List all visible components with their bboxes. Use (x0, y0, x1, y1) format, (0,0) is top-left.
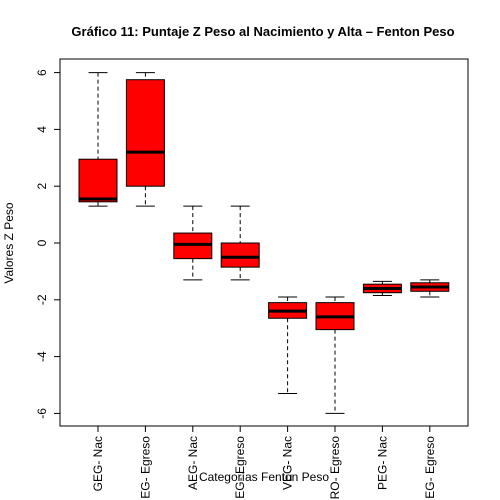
iqr-box (220, 242, 260, 268)
x-tick-label: GEG- Nac (91, 436, 105, 491)
boxes-group (78, 72, 450, 414)
iqr-box (125, 79, 165, 187)
chart-title: Gráfico 11: Puntaje Z Peso al Nacimiento… (71, 24, 454, 39)
iqr-box (78, 158, 118, 203)
y-tick-label: 4 (35, 126, 49, 133)
plot-frame (59, 58, 469, 427)
y-tick-label: -2 (35, 294, 49, 305)
box-5 (268, 296, 308, 395)
box-8 (410, 279, 450, 298)
box-3 (173, 205, 213, 281)
y-tick-label: 6 (35, 69, 49, 76)
x-axis-label: Categorías Fenton Peso (199, 470, 329, 484)
box-2 (125, 72, 165, 207)
x-tick-label: PEG- Nac (375, 436, 389, 490)
x-axis: GEG- Nac EG- Egreso AEG- Nac EG- Egreso VEG-… (91, 426, 437, 499)
box-7 (362, 280, 402, 297)
y-tick-label: -4 (35, 351, 49, 362)
x-tick-label: EG- Egreso (423, 436, 437, 499)
box-6 (315, 296, 355, 414)
y-tick-label: 0 (35, 239, 49, 246)
x-tick-label: RO- Egreso (328, 436, 342, 500)
box-4 (220, 205, 260, 281)
y-axis: -6 -4 -2 0 2 4 6 (35, 69, 60, 419)
box-1 (78, 72, 118, 207)
x-tick-label: EG- Egreso (138, 436, 152, 499)
y-tick-label: -6 (35, 408, 49, 419)
x-tick-label: VEG- Nac (281, 436, 295, 490)
y-tick-label: 2 (35, 183, 49, 190)
y-axis-label: Valores Z Peso (2, 202, 16, 283)
x-tick-label: AEG- Nac (186, 436, 200, 490)
x-tick-label: EG- Egreso (233, 436, 247, 499)
